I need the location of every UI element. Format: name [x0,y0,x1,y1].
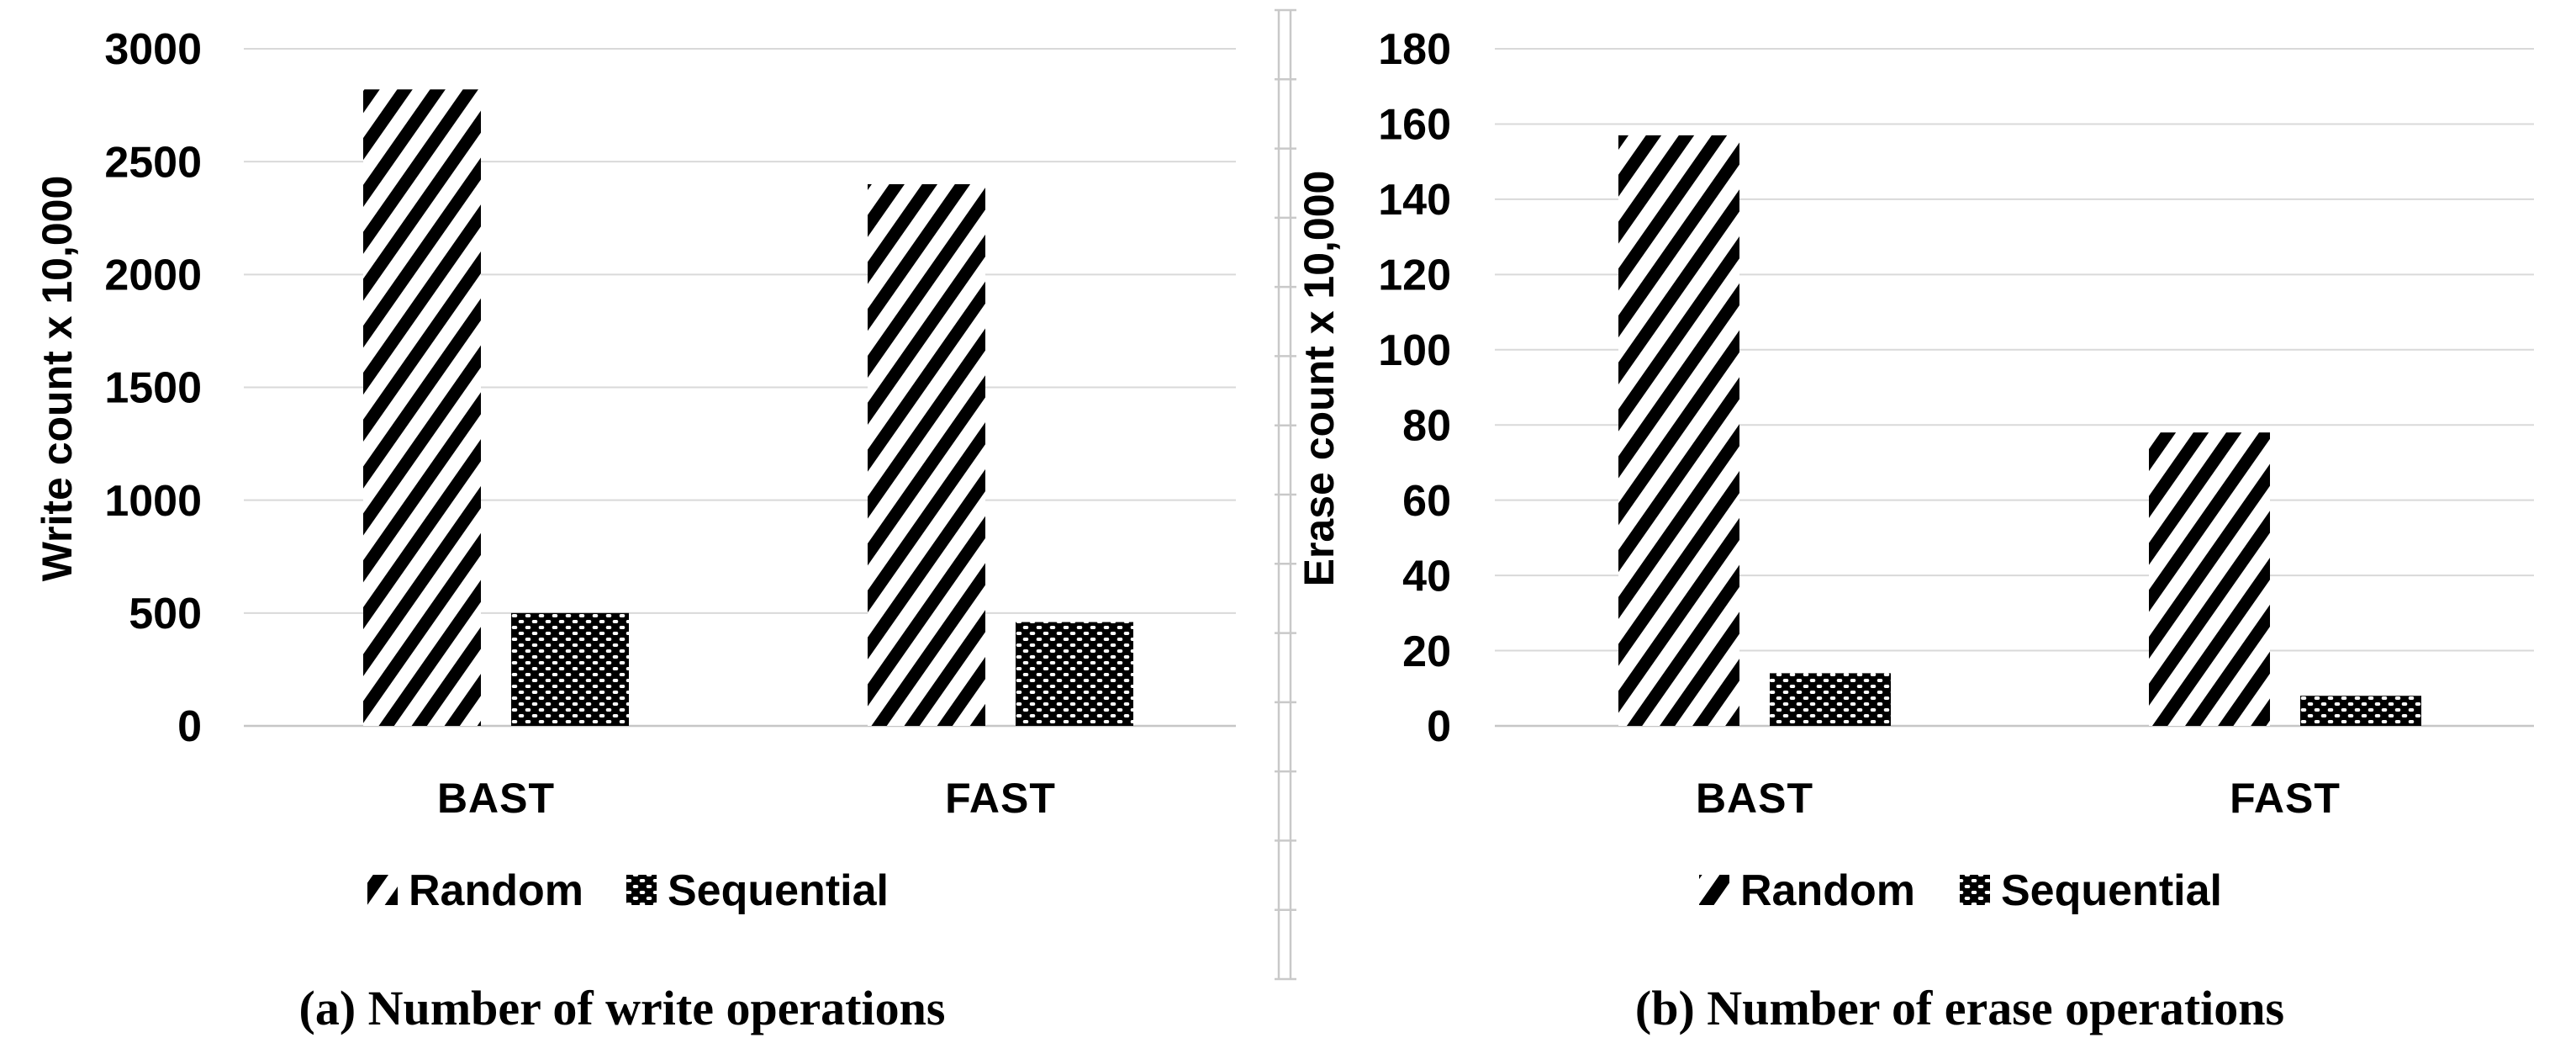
bar-sequential-bast [1770,673,1891,726]
bar-sequential-fast [1016,622,1133,726]
y-tick-label: 60 [1402,477,1451,526]
bar-random-bast [363,89,481,727]
bar-sequential-bast [511,612,629,726]
legend-random-label: Random [409,866,583,915]
y-tick-label: 100 [1378,326,1451,375]
chart-erase-operations: 180 160 140 120 100 80 60 40 20 0 BAST FAST Erase … [1296,25,2534,1035]
x-category-label: BAST [437,775,555,822]
figure-divider [1275,8,1296,981]
x-category-label: BAST [1696,775,1813,822]
legend-random-swatch-icon [367,875,398,905]
chart-write-operations: 3000 2500 2000 1500 1000 500 0 BAST FAST Write … [34,25,1236,1035]
bars-group [1618,135,2421,727]
y-tick-label: 120 [1378,251,1451,300]
legend: Random Sequential [1699,866,2222,915]
y-tick-label: 40 [1402,552,1451,601]
x-category-label: FAST [945,775,1056,822]
legend-random-label: Random [1740,866,1915,915]
bar-sequential-fast [2300,696,2421,726]
y-tick-label: 3000 [104,25,202,74]
x-category-labels-group: BAST FAST [1696,775,2341,822]
y-tick-label: 2000 [104,251,202,300]
legend-random-swatch-icon [1699,875,1729,905]
subfigure-caption-b: (b) Number of erase operations [1635,981,2284,1035]
bars-group [363,89,1133,727]
y-tick-label: 0 [177,702,202,751]
y-axis-title: Write count x 10,000 [34,176,81,582]
y-tick-labels-group: 3000 2500 2000 1500 1000 500 0 [104,25,202,751]
y-tick-label: 1500 [104,364,202,413]
y-axis-title: Erase count x 10,000 [1296,171,1343,587]
legend-sequential-label: Sequential [668,866,889,915]
subfigure-caption-a: (a) Number of write operations [299,981,946,1035]
y-tick-label: 160 [1378,101,1451,150]
legend-sequential-swatch-icon [1960,875,1990,905]
y-tick-label: 2500 [104,138,202,187]
y-tick-label: 0 [1427,702,1451,751]
bar-random-fast [868,184,985,726]
y-tick-label: 1000 [104,477,202,526]
legend-sequential-label: Sequential [2001,866,2222,915]
bar-random-fast [2149,432,2270,726]
y-tick-label: 180 [1378,25,1451,74]
y-tick-label: 140 [1378,176,1451,225]
y-tick-labels-group: 180 160 140 120 100 80 60 40 20 0 [1378,25,1451,751]
x-category-label: FAST [2230,775,2341,822]
y-tick-label: 80 [1402,401,1451,450]
legend: Random Sequential [367,866,889,915]
y-tick-label: 20 [1402,627,1451,676]
y-tick-label: 500 [129,590,202,638]
x-category-labels-group: BAST FAST [437,775,1056,822]
legend-sequential-swatch-icon [626,875,657,905]
bar-random-bast [1618,135,1739,727]
